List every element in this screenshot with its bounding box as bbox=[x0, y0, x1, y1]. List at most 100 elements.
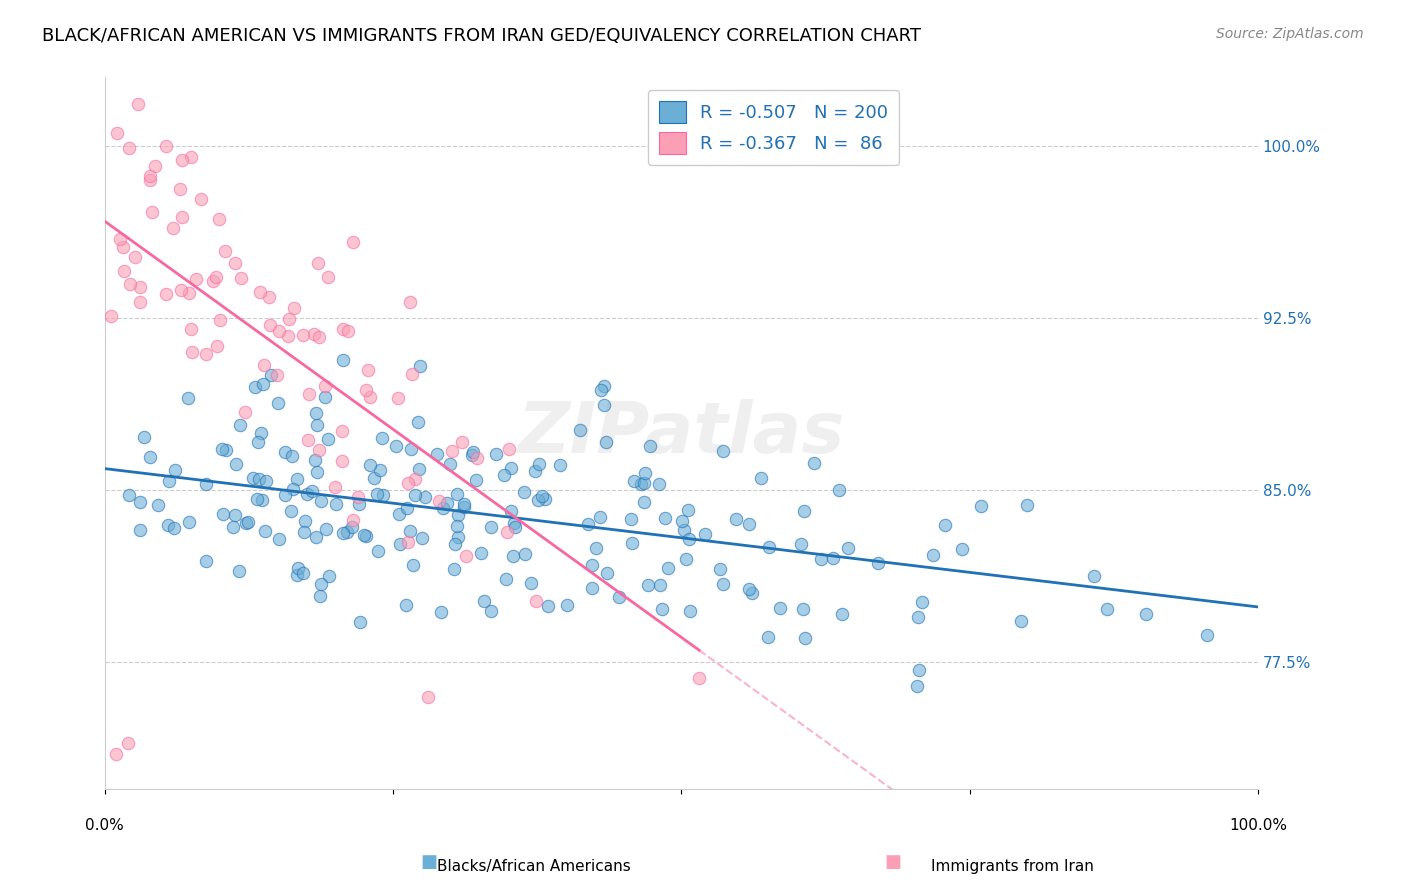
Point bbox=[304, 453, 326, 467]
Point bbox=[581, 581, 603, 595]
Point bbox=[285, 568, 308, 582]
Point bbox=[447, 508, 470, 523]
Legend: R = -0.507   N = 200, R = -0.367   N =  86: R = -0.507 N = 200, R = -0.367 N = 86 bbox=[648, 90, 898, 165]
Point bbox=[314, 379, 336, 393]
Point bbox=[790, 537, 813, 551]
Point bbox=[267, 324, 290, 338]
Point bbox=[316, 269, 339, 284]
Point bbox=[446, 519, 468, 533]
Point bbox=[406, 415, 429, 429]
Point bbox=[654, 511, 676, 525]
Point bbox=[347, 491, 370, 505]
Point bbox=[595, 434, 617, 449]
Point bbox=[555, 598, 578, 612]
Point bbox=[585, 541, 607, 556]
Text: 0.0%: 0.0% bbox=[86, 819, 124, 833]
Point bbox=[184, 272, 207, 286]
Point bbox=[738, 516, 761, 531]
Point bbox=[250, 425, 273, 440]
Point bbox=[231, 271, 253, 285]
Point bbox=[307, 466, 329, 480]
Point bbox=[496, 525, 519, 540]
Point bbox=[396, 535, 419, 549]
Point bbox=[413, 491, 436, 505]
Point bbox=[461, 444, 484, 458]
Point bbox=[315, 522, 337, 536]
Point bbox=[314, 391, 336, 405]
Point bbox=[395, 598, 418, 612]
Point bbox=[711, 443, 734, 458]
Point bbox=[363, 471, 385, 485]
Point bbox=[259, 290, 281, 304]
Point bbox=[156, 518, 179, 533]
Point bbox=[246, 434, 269, 449]
Point bbox=[285, 472, 308, 486]
Point bbox=[266, 368, 288, 383]
Point bbox=[388, 507, 411, 521]
Point bbox=[638, 439, 661, 453]
Point bbox=[934, 518, 956, 533]
Point bbox=[620, 536, 643, 550]
Point bbox=[758, 540, 780, 554]
Point bbox=[323, 480, 346, 494]
Point bbox=[756, 630, 779, 644]
Point bbox=[499, 504, 522, 518]
Point bbox=[118, 488, 141, 502]
Point bbox=[672, 524, 695, 538]
Point bbox=[609, 590, 631, 604]
Point bbox=[922, 548, 945, 562]
Point bbox=[537, 599, 560, 613]
Point bbox=[108, 232, 131, 246]
Point bbox=[498, 442, 520, 456]
Point bbox=[172, 153, 194, 167]
Point bbox=[648, 477, 671, 491]
Point bbox=[100, 310, 122, 324]
Point bbox=[526, 593, 548, 607]
Point bbox=[325, 497, 347, 511]
Point bbox=[342, 512, 364, 526]
Point bbox=[430, 605, 453, 619]
Point bbox=[402, 558, 425, 572]
Point bbox=[513, 485, 536, 500]
Point bbox=[354, 529, 377, 543]
Point bbox=[439, 458, 461, 472]
Point bbox=[211, 507, 233, 521]
Point bbox=[260, 368, 283, 383]
Point bbox=[408, 359, 430, 374]
Point bbox=[117, 736, 139, 750]
Point bbox=[143, 159, 166, 173]
Point bbox=[411, 531, 433, 545]
Point bbox=[170, 283, 193, 297]
Point bbox=[301, 483, 323, 498]
Point bbox=[530, 489, 553, 503]
Point bbox=[180, 150, 202, 164]
Point bbox=[911, 595, 934, 609]
Point bbox=[281, 482, 304, 496]
Point bbox=[202, 274, 225, 288]
Point bbox=[305, 530, 328, 544]
Point bbox=[520, 575, 543, 590]
Point bbox=[356, 383, 378, 397]
Point bbox=[243, 380, 266, 394]
Point bbox=[194, 476, 217, 491]
Point bbox=[623, 474, 645, 488]
Point bbox=[357, 363, 380, 377]
Point bbox=[472, 594, 495, 608]
Point bbox=[287, 560, 309, 574]
Point bbox=[396, 500, 419, 515]
Point bbox=[793, 504, 815, 518]
Point bbox=[737, 582, 759, 596]
Point bbox=[385, 439, 408, 453]
Point bbox=[139, 169, 162, 183]
Point bbox=[294, 514, 316, 528]
Point bbox=[180, 322, 202, 336]
Point bbox=[868, 556, 890, 570]
Point bbox=[633, 495, 655, 509]
Point bbox=[443, 536, 465, 550]
Point bbox=[280, 504, 302, 518]
Point bbox=[278, 311, 301, 326]
Point bbox=[453, 500, 475, 514]
Point bbox=[298, 387, 321, 401]
Point bbox=[399, 524, 422, 538]
Point bbox=[249, 285, 271, 299]
